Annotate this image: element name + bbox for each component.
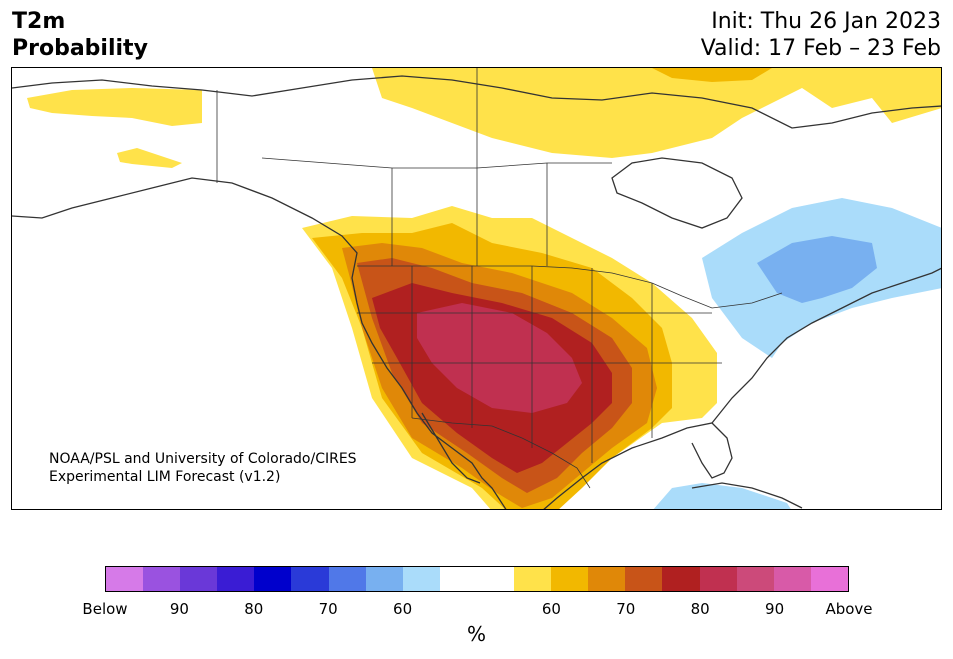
forecast-credit: NOAA/PSL and University of Colorado/CIRE… xyxy=(49,450,357,486)
probability-shading xyxy=(27,68,941,509)
colorbar-segment xyxy=(106,567,144,591)
colorbar-segment xyxy=(736,567,774,591)
colorbar-tick-label: 80 xyxy=(690,600,710,618)
chart-title: T2m Probability xyxy=(12,8,148,62)
political-borders xyxy=(216,68,783,489)
shade-aleutian-yellow xyxy=(117,148,182,168)
colorbar xyxy=(105,566,849,592)
border-canada-territories xyxy=(261,157,612,169)
colorbar-ticks: Below 90 80 70 60 60 70 80 90 Above xyxy=(0,600,953,620)
colorbar-segment xyxy=(291,567,329,591)
shade-arctic-gold xyxy=(652,68,772,82)
colorbar-units: % xyxy=(466,622,486,646)
colorbar-tick-label: 90 xyxy=(765,600,785,618)
colorbar-tick-label: 60 xyxy=(541,600,561,618)
shade-caribbean-light-blue xyxy=(653,483,791,509)
colorbar-segment xyxy=(662,567,700,591)
colorbar-segment xyxy=(328,567,366,591)
colorbar-segment xyxy=(551,567,589,591)
title-line-2: Probability xyxy=(12,36,148,61)
colorbar-tick-label: 60 xyxy=(393,600,413,618)
colorbar-segment xyxy=(254,567,292,591)
colorbar-tick-label: Below xyxy=(82,600,128,618)
title-line-1: T2m xyxy=(12,9,66,34)
map-canvas xyxy=(12,68,941,509)
coast-gulf xyxy=(543,422,733,509)
coast-baja xyxy=(421,412,481,484)
colorbar-tick-label: 70 xyxy=(616,600,636,618)
colorbar-segment xyxy=(402,567,440,591)
coast-hudson xyxy=(611,157,743,229)
shade-alaska-yellow xyxy=(27,88,202,126)
colorbar-segment xyxy=(588,567,626,591)
coast-arctic xyxy=(12,75,941,129)
credit-line-2: Experimental LIM Forecast (v1.2) xyxy=(49,469,281,485)
forecast-dates: Init: Thu 26 Jan 2023 Valid: 17 Feb – 23… xyxy=(701,8,941,62)
border-us-mexico xyxy=(411,417,591,489)
colorbar-segment xyxy=(810,567,848,591)
colorbar-segment xyxy=(439,567,477,591)
shade-northeast-blue xyxy=(757,236,877,303)
colorbar-segment xyxy=(625,567,663,591)
colorbar-tick-label: 70 xyxy=(318,600,338,618)
colorbar-tick-label: 80 xyxy=(244,600,264,618)
border-us-canada xyxy=(357,265,783,309)
coastlines xyxy=(12,75,941,509)
coast-east xyxy=(711,267,941,424)
valid-dates: Valid: 17 Feb – 23 Feb xyxy=(700,36,941,61)
colorbar-segment xyxy=(773,567,811,591)
colorbar-segment xyxy=(365,567,403,591)
colorbar-segment xyxy=(217,567,255,591)
colorbar-segment xyxy=(143,567,181,591)
colorbar-tick-label: Above xyxy=(825,600,873,618)
coast-cuba xyxy=(691,482,803,509)
colorbar-segment xyxy=(476,567,515,591)
credit-line-1: NOAA/PSL and University of Colorado/CIRE… xyxy=(49,451,357,467)
forecast-map xyxy=(11,67,942,510)
coast-west xyxy=(12,177,507,509)
colorbar-segment xyxy=(699,567,737,591)
colorbar-segment xyxy=(514,567,552,591)
init-date: Init: Thu 26 Jan 2023 xyxy=(711,9,941,34)
colorbar-segment xyxy=(180,567,218,591)
colorbar-tick-label: 90 xyxy=(169,600,189,618)
shade-west-crimson xyxy=(417,303,582,413)
